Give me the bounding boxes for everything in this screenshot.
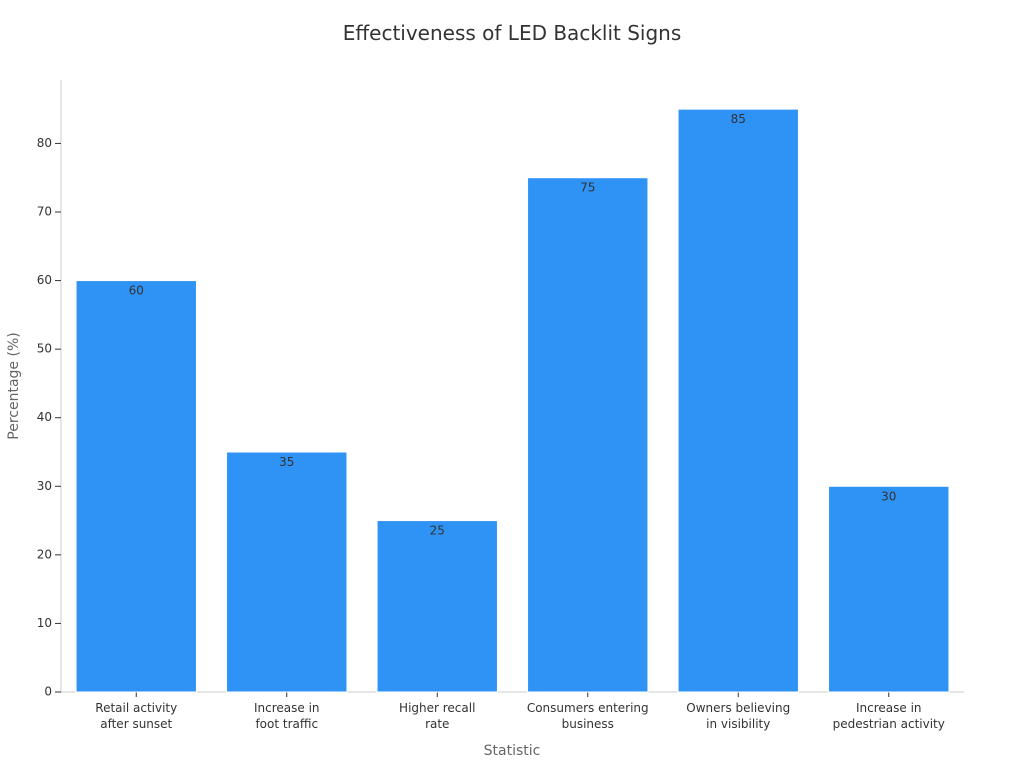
y-axis: 0 10 20 30 40 50 60 70 80: [37, 80, 62, 699]
x-axis: Retail activity after sunset Increase in fo…: [61, 691, 964, 731]
data-labels: 60 35 25 75 85 30: [129, 112, 897, 537]
chart-title: Effectiveness of LED Backlit Signs: [343, 21, 682, 45]
x-tick-label: in visibility: [706, 717, 770, 731]
y-axis-title: Percentage (%): [6, 332, 22, 439]
data-label: 35: [279, 455, 294, 469]
y-tick-label: 0: [44, 685, 52, 699]
data-label: 60: [129, 284, 144, 298]
x-tick-label: Retail activity: [95, 701, 177, 715]
x-tick-label: rate: [425, 717, 449, 731]
data-label: 25: [430, 524, 445, 538]
data-label: 75: [580, 181, 595, 195]
y-tick-label: 80: [37, 136, 52, 150]
bars: [75, 108, 950, 693]
x-tick-label: Higher recall: [399, 701, 475, 715]
y-tick-label: 20: [37, 547, 52, 561]
x-tick-label: foot traffic: [255, 717, 318, 731]
y-tick-label: 40: [37, 410, 52, 424]
bar: [376, 520, 498, 693]
y-tick-label: 30: [37, 479, 52, 493]
x-axis-title: Statistic: [484, 743, 541, 759]
x-tick-label: Increase in: [856, 701, 922, 715]
data-label: 30: [881, 489, 896, 503]
x-tick-label: after sunset: [100, 717, 172, 731]
bar: [677, 108, 799, 693]
x-tick-label: pedestrian activity: [833, 717, 945, 731]
x-tick-label: Owners believing: [686, 701, 790, 715]
bar: [527, 177, 649, 693]
data-label: 85: [731, 112, 746, 126]
y-tick-label: 50: [37, 342, 52, 356]
y-tick-label: 70: [37, 205, 52, 219]
bar: [828, 485, 950, 693]
x-tick-label: Increase in: [254, 701, 320, 715]
x-tick-label: business: [562, 717, 614, 731]
bar: [226, 451, 348, 693]
bar: [75, 280, 197, 693]
x-tick-label: Consumers entering: [527, 701, 649, 715]
y-tick-label: 10: [37, 616, 52, 630]
y-tick-label: 60: [37, 273, 52, 287]
